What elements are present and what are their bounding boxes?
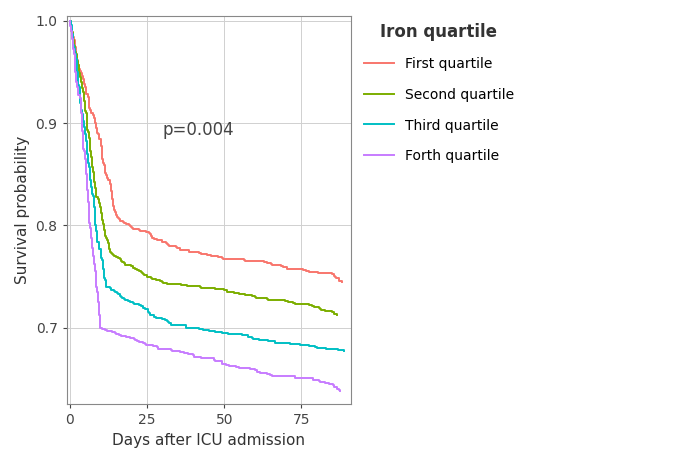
Line: First quartile: First quartile bbox=[70, 21, 342, 282]
Second quartile bbox=[120, 260, 128, 266]
Forth quartile bbox=[94, 297, 102, 302]
First quartile bbox=[90, 120, 99, 126]
First quartile bbox=[338, 279, 346, 284]
Second quartile bbox=[75, 64, 83, 70]
Third quartile bbox=[108, 287, 116, 293]
First quartile bbox=[66, 18, 74, 24]
Forth quartile bbox=[66, 18, 74, 24]
Forth quartile bbox=[84, 202, 92, 208]
First quartile bbox=[95, 135, 103, 140]
Second quartile bbox=[86, 139, 94, 144]
Second quartile bbox=[100, 227, 108, 233]
X-axis label: Days after ICU admission: Days after ICU admission bbox=[112, 433, 306, 448]
Forth quartile bbox=[101, 327, 109, 332]
First quartile bbox=[108, 194, 116, 200]
Forth quartile bbox=[114, 332, 122, 337]
Forth quartile bbox=[336, 388, 345, 394]
Third quartile bbox=[340, 349, 348, 354]
First quartile bbox=[73, 57, 81, 63]
Line: Third quartile: Third quartile bbox=[70, 21, 344, 351]
Forth quartile bbox=[83, 179, 91, 185]
Second quartile bbox=[333, 313, 341, 318]
Line: Forth quartile: Forth quartile bbox=[70, 21, 340, 391]
Line: Second quartile: Second quartile bbox=[70, 21, 337, 315]
Third quartile bbox=[86, 178, 95, 183]
Third quartile bbox=[66, 18, 74, 24]
Second quartile bbox=[88, 156, 96, 162]
First quartile bbox=[127, 225, 136, 231]
Third quartile bbox=[119, 296, 127, 301]
Third quartile bbox=[73, 71, 82, 77]
Y-axis label: Survival probability: Survival probability bbox=[15, 136, 30, 284]
Legend: First quartile, Second quartile, Third quartile, Forth quartile: First quartile, Second quartile, Third q… bbox=[364, 23, 514, 163]
Second quartile bbox=[66, 18, 74, 24]
First quartile bbox=[114, 216, 122, 221]
Forth quartile bbox=[72, 80, 80, 85]
Text: p=0.004: p=0.004 bbox=[162, 121, 234, 139]
Third quartile bbox=[99, 260, 107, 265]
Second quartile bbox=[108, 251, 116, 257]
Third quartile bbox=[84, 158, 92, 163]
